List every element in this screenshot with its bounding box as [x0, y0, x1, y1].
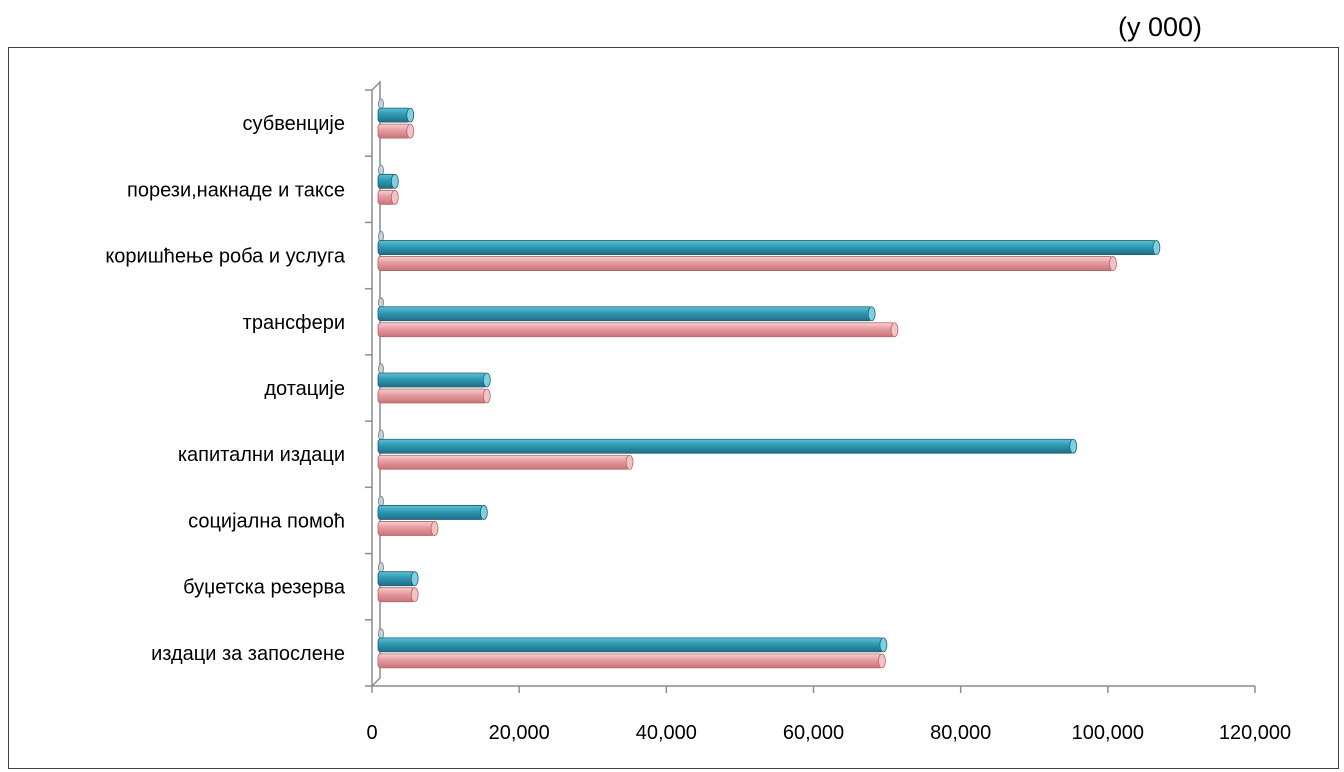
bar-series-1: [377, 123, 415, 139]
category-label: трансфери: [243, 312, 345, 334]
bar-series-1: [377, 587, 419, 603]
bar-body: [377, 123, 411, 139]
axes: [365, 80, 1256, 693]
bar-series-2: [377, 505, 488, 520]
bar-cap: [390, 189, 399, 205]
bar-body: [377, 571, 416, 587]
bar-body: [377, 587, 416, 603]
bar-series-1: [377, 521, 439, 536]
x-tick-label: 40,000: [636, 722, 697, 744]
bar-chart: 0 20,000 40,000 60,000 80,000 100,000 120,000 и…: [105, 80, 1291, 744]
category-label: буџетска резерва: [183, 577, 346, 599]
bar-cap: [406, 123, 415, 139]
category-label: порези,накнаде и таксе: [127, 179, 345, 201]
chart-area: 0 20,000 40,000 60,000 80,000 100,000 120,000 и…: [8, 47, 1339, 769]
bar-body: [377, 438, 1074, 454]
x-tick-label: 60,000: [783, 722, 844, 744]
x-tick-label: 100,000: [1072, 722, 1144, 744]
bar-series-2: [377, 438, 1078, 454]
zero-marker: [378, 495, 384, 507]
bar-series-1: [377, 454, 634, 470]
bar-series-2: [377, 372, 491, 388]
bar-series-1: [377, 189, 399, 205]
bar-cap: [1152, 240, 1161, 255]
bar-body: [377, 372, 488, 388]
bar-cap: [879, 637, 888, 653]
bar-body: [377, 306, 873, 322]
bar-body: [377, 454, 630, 470]
bar-series-1: [377, 388, 491, 404]
bar-cap: [410, 571, 419, 587]
zero-marker: [378, 628, 384, 640]
bar-series-2: [377, 306, 876, 322]
bar-cap: [867, 306, 876, 322]
zero-marker: [378, 98, 384, 110]
zero-marker: [378, 164, 384, 176]
bar-body: [377, 637, 884, 653]
x-tick-label: 120,000: [1219, 722, 1291, 744]
bar-body: [377, 322, 895, 338]
zero-marker: [378, 363, 384, 375]
category-label: дотације: [264, 378, 345, 400]
bar-body: [377, 256, 1114, 271]
labels: 0 20,000 40,000 60,000 80,000 100,000 120,000 и…: [105, 113, 1291, 744]
zero-marker: [378, 230, 384, 242]
bar-body: [377, 240, 1157, 255]
bar-series-2: [377, 107, 415, 123]
bar-cap: [406, 107, 415, 123]
zero-marker: [378, 297, 384, 309]
bar-series-2: [377, 637, 888, 653]
bar-cap: [482, 388, 491, 404]
zero-marker: [378, 562, 384, 574]
bar-cap: [890, 322, 899, 338]
bar-series-2: [377, 240, 1161, 255]
category-label: издаци за запослене: [151, 643, 345, 665]
unit-label: (у 000): [1118, 12, 1203, 42]
zero-marker: [378, 429, 384, 441]
bar-body: [377, 107, 411, 123]
bars: [377, 98, 1161, 669]
bar-cap: [410, 587, 419, 603]
bar-cap: [1069, 438, 1078, 454]
x-tick-label: 0: [366, 722, 377, 744]
bar-series-1: [377, 256, 1117, 271]
bar-series-2: [377, 173, 399, 189]
bar-body: [377, 653, 883, 669]
bar-cap: [390, 173, 399, 189]
bar-series-1: [377, 322, 899, 338]
category-label: коришћење роба и услуга: [105, 246, 346, 268]
bar-body: [377, 521, 435, 536]
bar-cap: [482, 372, 491, 388]
x-tick-label: 20,000: [489, 722, 550, 744]
bar-cap: [430, 521, 439, 536]
bar-series-2: [377, 571, 419, 587]
category-label: субвенције: [243, 113, 345, 135]
bar-body: [377, 505, 485, 520]
bar-body: [377, 388, 488, 404]
category-label: капитални издаци: [178, 444, 345, 466]
bar-cap: [625, 454, 634, 470]
bar-cap: [1109, 256, 1117, 271]
bar-cap: [878, 653, 886, 669]
x-tick-label: 80,000: [930, 722, 991, 744]
bar-cap: [479, 505, 488, 520]
bar-series-1: [377, 653, 886, 669]
category-label: социјална помоћ: [188, 510, 345, 532]
